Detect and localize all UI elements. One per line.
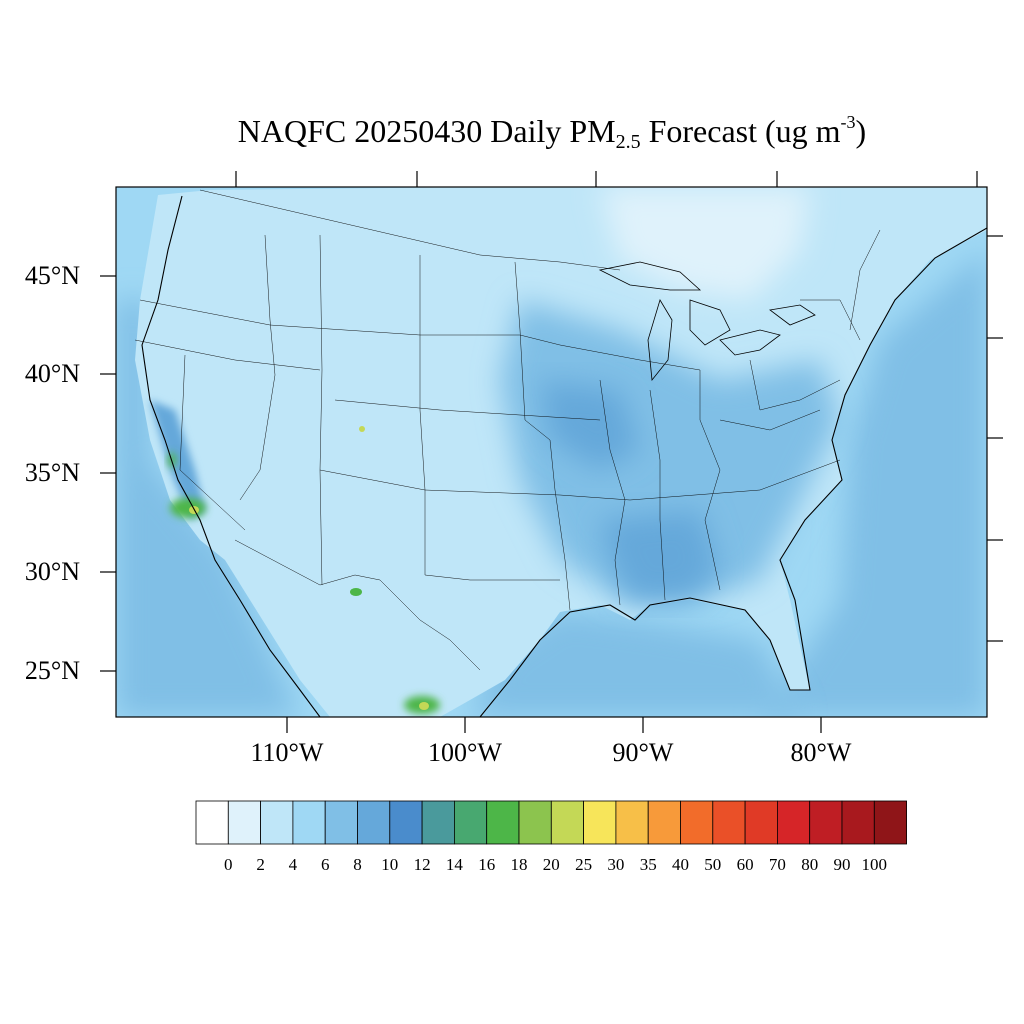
title-suffix: ): [855, 113, 867, 149]
map-field: [116, 187, 987, 717]
colorbar-swatch: [744, 800, 778, 845]
colorbar-tick-label: 12: [413, 855, 431, 874]
colorado-hotspot: [359, 426, 365, 432]
colorbar-tick-label: 70: [768, 855, 786, 874]
lat-label-35n: 35°N: [24, 458, 80, 487]
colorbar-swatch: [292, 800, 326, 845]
coastline: [141, 195, 987, 717]
colorbar-tick-label: 60: [736, 855, 754, 874]
colorbar-swatch: [583, 800, 617, 845]
colorbar-tick-label: 0: [224, 855, 233, 874]
atlantic-band: [760, 250, 987, 717]
colorbar-tick-label: 10: [381, 855, 399, 874]
colorbar-tick-label: 80: [801, 855, 819, 874]
texas-hotspot: [350, 588, 362, 596]
colorbar-tick-label: 4: [288, 855, 298, 874]
map-frame: [115, 186, 988, 718]
north-clean-zone: [600, 187, 810, 300]
colorbar-swatch: [227, 800, 262, 845]
colorbar-tick-label: 2: [256, 855, 265, 874]
colorbar-swatch: [615, 800, 649, 845]
colorbar-swatch: [647, 800, 681, 845]
great-lakes: [598, 261, 816, 382]
state-boundaries: [134, 189, 881, 671]
lat-label-25n: 25°N: [24, 656, 80, 685]
colorbar-tick-label: 40: [672, 855, 689, 874]
colorbar-swatch: [777, 800, 811, 845]
colorbar-swatch: [873, 800, 907, 845]
colorbar-tick-label: 6: [320, 855, 330, 874]
colorbar-swatch: [389, 800, 423, 845]
colorbar-tick-label: 14: [445, 855, 463, 874]
axis-ticks: [100, 171, 1003, 733]
colorbar-tick-label: 16: [478, 855, 496, 874]
colorbar-swatch: [841, 800, 875, 845]
colorbar-swatch: [453, 800, 488, 845]
colorbar-tick-label: 20: [542, 855, 560, 874]
colorbar-tick-label: 25: [575, 855, 593, 874]
gulf-band: [470, 610, 800, 717]
colorbar-tick-label: 35: [639, 855, 657, 874]
colorbar-swatch: [809, 800, 843, 845]
colorbar-tick-label: 50: [704, 855, 722, 874]
lat-label-40n: 40°N: [24, 359, 80, 388]
colorbar-swatch: [680, 800, 714, 845]
colorbar-tick-label: 8: [353, 855, 362, 874]
colorbar-swatch: [260, 800, 294, 845]
lat-label-45n: 45°N: [24, 261, 80, 290]
title-subscript: 2.5: [615, 131, 641, 153]
lon-label-80w: 80°W: [790, 738, 852, 767]
colorbar-swatch: [518, 800, 552, 845]
map-title: NAQFC 20250430 Daily PM2.5 Forecast (ug …: [0, 112, 1024, 154]
southeast-high-region: [600, 510, 720, 600]
colorbar-swatch: [712, 800, 746, 845]
colorbar-swatch: [550, 800, 584, 845]
socal-hotspot: [170, 498, 206, 518]
lon-label-100w: 100°W: [428, 738, 502, 767]
title-superscript: -3: [840, 112, 856, 132]
colorbar-swatch: [357, 800, 391, 845]
mexico-hotspot-core: [419, 702, 429, 710]
lon-label-90w: 90°W: [612, 738, 674, 767]
midwest-high-region: [540, 380, 640, 470]
colorbar-tick-label: 100: [861, 855, 888, 874]
colorbar-tick-label: 90: [833, 855, 851, 874]
colorbar-swatch: [486, 800, 520, 845]
east-moderate-region: [500, 300, 840, 600]
colorbar-swatch: [324, 800, 358, 845]
pacific-coastal-band: [116, 300, 300, 717]
california-valley-band: [150, 400, 205, 520]
colorbar-tick-label: 30: [607, 855, 625, 874]
colorbar-swatch: [195, 800, 229, 845]
title-middle: Forecast (ug m: [640, 113, 841, 149]
colorbar-tick-label: 18: [510, 855, 528, 874]
lat-label-30n: 30°N: [24, 557, 80, 586]
lon-label-110w: 110°W: [250, 738, 324, 767]
colorbar-swatch: [421, 800, 455, 845]
title-prefix: NAQFC 20250430 Daily PM: [237, 113, 616, 149]
colorbar: [195, 800, 907, 845]
